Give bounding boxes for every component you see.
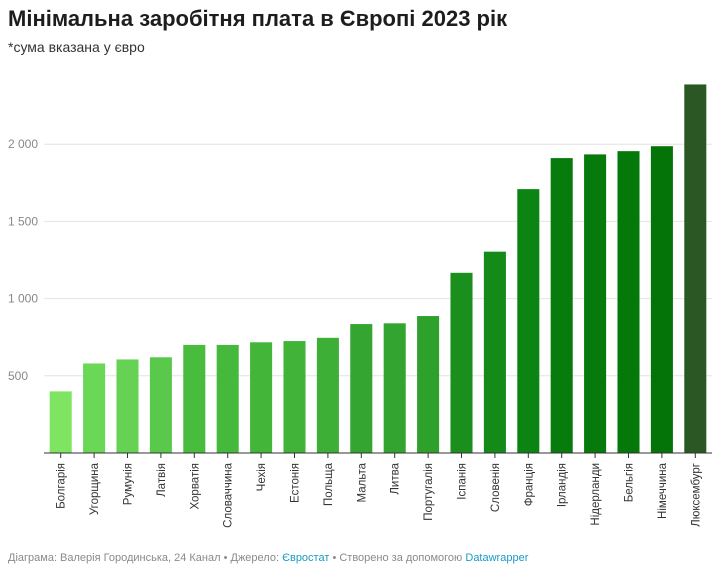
footer-middle: • Створено за допомогою	[329, 552, 466, 564]
category-label: Ірландія	[557, 463, 569, 507]
bar[interactable]	[483, 251, 506, 453]
category-label: Люксембург	[690, 463, 702, 527]
bar[interactable]	[350, 324, 373, 453]
bar[interactable]	[550, 158, 573, 453]
category-label: Угорщина	[89, 462, 101, 515]
category-label: Португалія	[423, 463, 435, 521]
category-label: Литва	[390, 462, 402, 494]
source-link[interactable]: Євростат	[282, 552, 330, 564]
category-label: Іспанія	[457, 463, 469, 500]
category-label: Бельгія	[624, 463, 636, 502]
bar[interactable]	[383, 323, 406, 453]
bar[interactable]	[584, 154, 607, 454]
chart-title: Мінімальна заробітня плата в Європі 2023…	[8, 6, 508, 31]
bar[interactable]	[49, 391, 72, 453]
bar[interactable]	[517, 189, 540, 453]
y-tick-label: 1 500	[8, 214, 38, 228]
chart-subtitle: *сума вказана у євро	[8, 39, 145, 55]
category-label: Румунія	[123, 463, 135, 505]
y-tick-label: 1 000	[8, 292, 38, 306]
category-label: Франція	[523, 463, 535, 506]
category-label: Словенія	[490, 463, 502, 512]
bar[interactable]	[684, 84, 707, 453]
footer-credit: Діаграма: Валерія Городинська, 24 Канал …	[8, 552, 283, 564]
category-label: Німеччина	[657, 462, 669, 519]
category-label: Нідерланди	[590, 463, 602, 526]
chart-footer: Діаграма: Валерія Городинська, 24 Канал …	[8, 552, 528, 564]
bar[interactable]	[216, 344, 239, 453]
bar[interactable]	[450, 272, 473, 453]
category-label: Латвія	[156, 463, 168, 497]
category-label: Чехія	[256, 463, 268, 491]
category-label: Естонія	[290, 463, 302, 503]
tool-link[interactable]: Datawrapper	[465, 552, 529, 564]
bars	[49, 84, 707, 454]
category-label: Мальта	[356, 462, 368, 502]
bar[interactable]	[149, 357, 172, 453]
bar[interactable]	[650, 146, 673, 453]
y-tick-label: 2 000	[8, 137, 38, 151]
bar[interactable]	[316, 337, 339, 453]
category-label: Польща	[323, 462, 335, 506]
bar[interactable]	[183, 344, 206, 453]
bar[interactable]	[417, 316, 440, 453]
bar[interactable]	[83, 363, 106, 453]
bar-chart: 500 1 000 1 500 2 000 Болгарія Угорщина Румун…	[8, 84, 712, 528]
bar[interactable]	[283, 341, 306, 453]
category-label: Болгарія	[56, 463, 68, 509]
y-tick-label: 500	[8, 369, 28, 383]
bar[interactable]	[250, 342, 273, 453]
category-labels: Болгарія Угорщина Румунія Латвія Хорватія Сло…	[56, 462, 703, 527]
x-axis	[44, 452, 712, 458]
category-label: Хорватія	[189, 463, 201, 510]
category-label: Словаччина	[223, 462, 235, 527]
bar[interactable]	[617, 151, 640, 453]
bar[interactable]	[116, 359, 139, 453]
